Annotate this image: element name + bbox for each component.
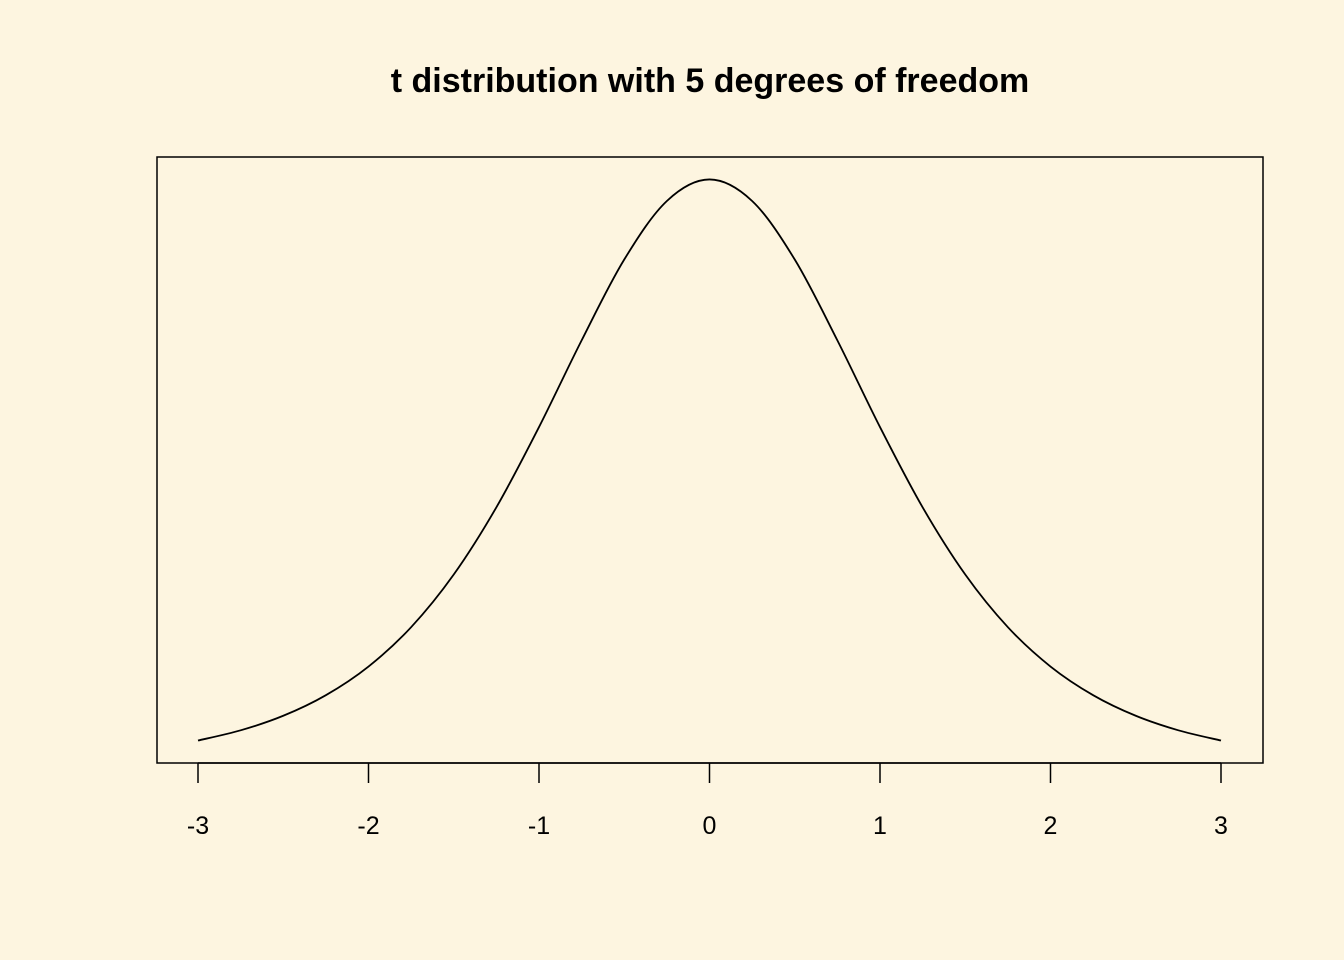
x-tick-label: -2 xyxy=(357,812,379,840)
plot-box xyxy=(156,156,1264,764)
density-curve xyxy=(197,178,1222,742)
x-axis: -3 -2 -1 0 1 2 3 xyxy=(187,762,1228,840)
x-tick-label: 3 xyxy=(1214,812,1228,840)
x-tick-label: -1 xyxy=(528,812,550,840)
x-tick-label: -3 xyxy=(187,812,209,840)
x-tick-label: 0 xyxy=(703,812,717,840)
x-tick-label: 2 xyxy=(1044,812,1058,840)
chart-title: t distribution with 5 degrees of freedom xyxy=(391,62,1030,100)
x-tick-label: 1 xyxy=(873,812,887,840)
